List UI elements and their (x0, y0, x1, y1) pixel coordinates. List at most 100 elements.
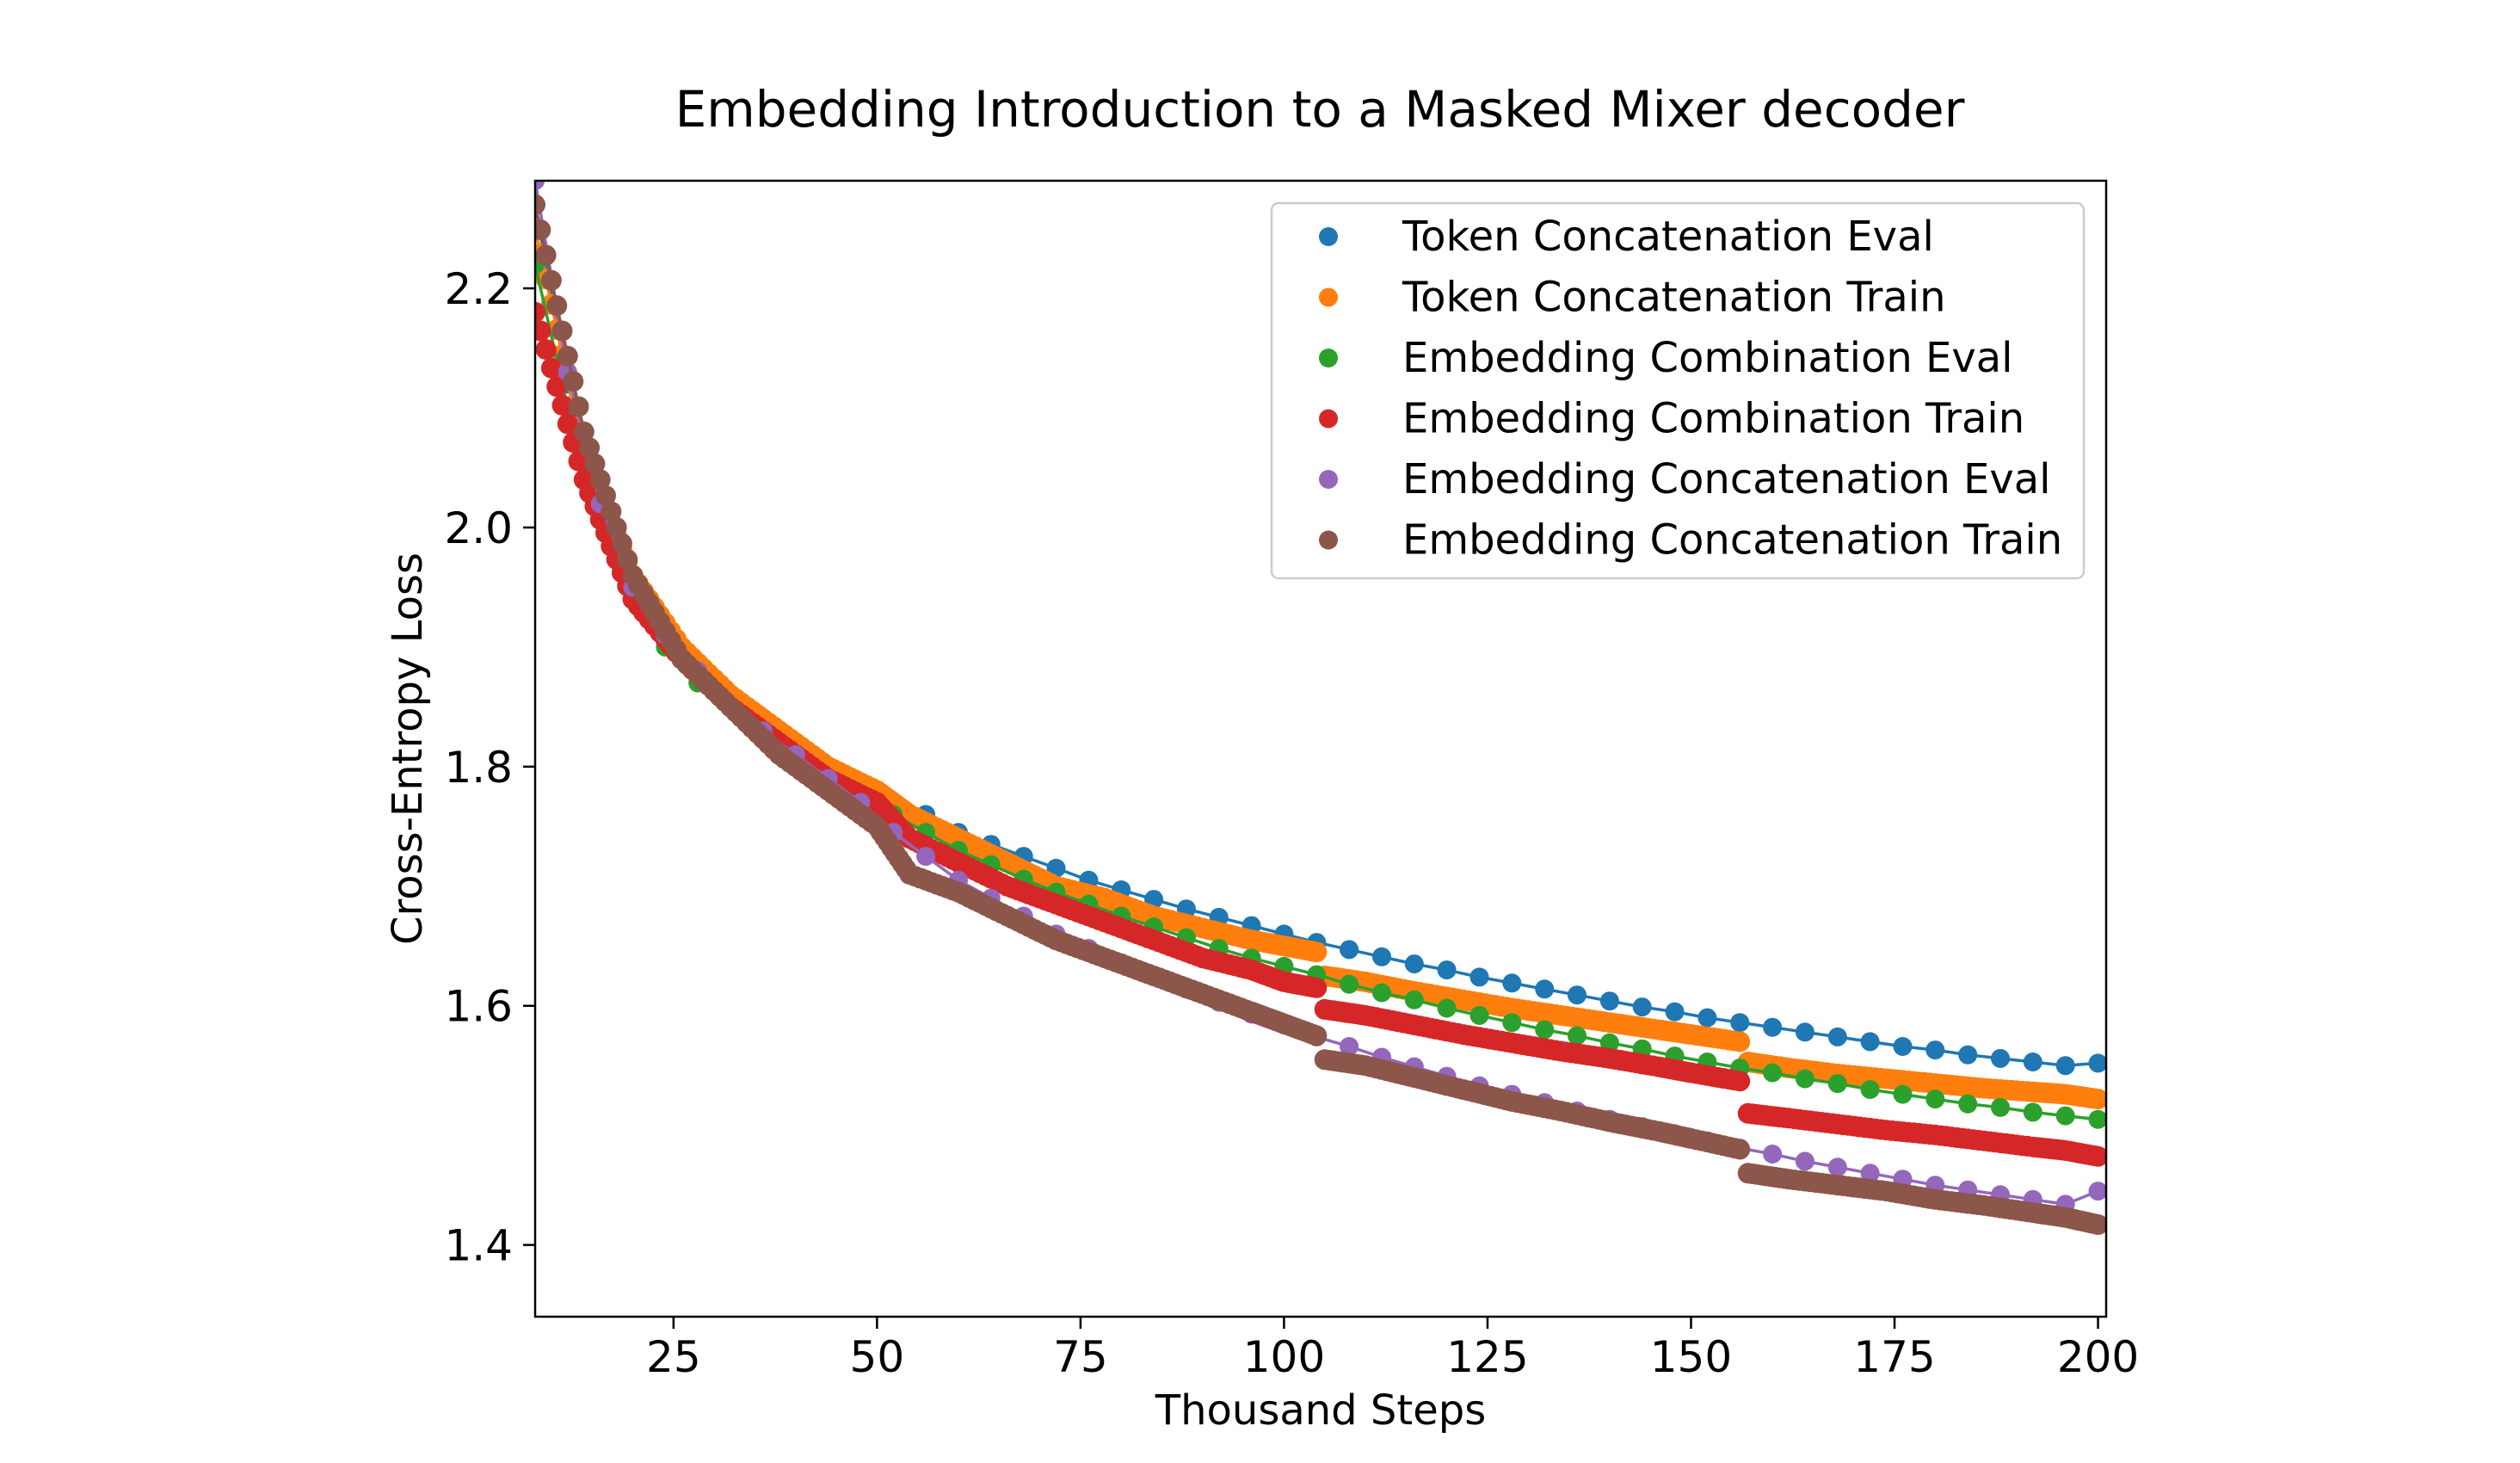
data-point (535, 244, 557, 266)
data-point (595, 485, 616, 506)
data-point (2055, 1056, 2075, 1076)
data-point (1665, 1002, 1685, 1022)
data-point (535, 181, 545, 190)
data-point (2087, 1214, 2106, 1235)
x-tick-label: 50 (850, 1332, 905, 1382)
legend-marker (1319, 470, 1338, 489)
data-point (1827, 1157, 1847, 1177)
data-point (1340, 940, 1359, 960)
data-point (1437, 998, 1457, 1018)
data-point (601, 501, 622, 522)
data-point (2088, 1109, 2106, 1129)
data-point (1568, 985, 1587, 1005)
data-point (568, 396, 589, 417)
data-point (1632, 997, 1652, 1017)
data-point (1991, 1048, 2010, 1068)
legend-item: Embedding Concatenation Train (1319, 516, 2062, 565)
x-tick-label: 75 (1053, 1332, 1108, 1382)
data-point (1535, 1020, 1555, 1040)
data-point (2087, 1145, 2106, 1167)
data-point (551, 394, 573, 416)
y-axis: 1.4 1.6 1.8 2.0 2.2 (444, 264, 535, 1271)
data-point (535, 301, 545, 323)
y-axis-label: Cross-Entropy Loss (384, 552, 432, 945)
y-tick-label: 2.0 (444, 503, 513, 553)
data-point (1372, 947, 1391, 966)
legend-item: Embedding Combination Eval (1319, 334, 2012, 382)
legend-item: Embedding Concatenation Eval (1319, 455, 2051, 503)
data-point (1469, 967, 1489, 987)
data-point (1502, 973, 1522, 993)
data-point (540, 357, 562, 379)
data-point (1729, 1031, 1751, 1052)
x-tick-label: 25 (646, 1332, 701, 1382)
legend-label: Embedding Combination Train (1402, 395, 2024, 443)
legend-label: Embedding Concatenation Eval (1402, 455, 2051, 503)
data-point (1991, 1097, 2010, 1117)
legend-marker (1319, 409, 1338, 429)
data-point (1925, 1040, 1945, 1060)
data-point (1599, 991, 1619, 1011)
data-point (557, 413, 578, 435)
data-point (1729, 1139, 1751, 1160)
data-point (1306, 977, 1328, 998)
data-point (535, 219, 551, 241)
data-point (1958, 1045, 1978, 1065)
data-point (579, 437, 601, 459)
legend-marker (1319, 287, 1338, 307)
data-point (1404, 990, 1424, 1009)
data-point (535, 320, 551, 342)
legend-label: Embedding Concatenation Train (1402, 516, 2062, 565)
data-point (611, 533, 632, 554)
y-tick-label: 2.2 (444, 264, 513, 314)
data-point (2023, 1102, 2042, 1122)
data-point (1306, 941, 1328, 963)
x-tick-label: 150 (1650, 1332, 1732, 1382)
data-point (1893, 1084, 1913, 1104)
legend-marker (1319, 227, 1338, 246)
legend-label: Token Concatenation Train (1402, 274, 1946, 322)
data-point (573, 421, 595, 442)
data-point (2023, 1052, 2042, 1071)
data-point (1958, 1094, 1978, 1114)
data-point (2088, 1182, 2106, 1201)
data-point (606, 516, 627, 538)
data-point (557, 345, 578, 367)
legend-box (1270, 201, 2086, 580)
data-point (1437, 960, 1457, 980)
data-point (1827, 1027, 1847, 1046)
data-point (1697, 1008, 1717, 1028)
legend-label: Token Concatenation Eval (1402, 213, 1934, 261)
data-point (589, 469, 611, 491)
data-point (617, 549, 638, 570)
data-point (540, 269, 562, 291)
legend-label: Embedding Combination Eval (1402, 334, 2012, 382)
data-point (535, 339, 557, 361)
x-axis: 25 50 75 100 125 150 175 200 (646, 1317, 2139, 1382)
legend-item: Embedding Combination Train (1319, 395, 2024, 443)
data-point (1730, 1013, 1750, 1033)
y-tick-label: 1.4 (444, 1221, 513, 1271)
data-point (1502, 1013, 1522, 1033)
x-tick-label: 200 (2057, 1332, 2139, 1382)
x-tick-label: 175 (1853, 1332, 1935, 1382)
data-point (1860, 1080, 1880, 1099)
data-point (2087, 1089, 2106, 1110)
data-point (1340, 1037, 1359, 1056)
data-point (1893, 1037, 1913, 1056)
y-tick-label: 1.6 (444, 982, 513, 1032)
data-point (1763, 1017, 1783, 1037)
chart-title: Embedding Introduction to a Masked Mixer… (675, 80, 1965, 139)
legend-item: Token Concatenation Eval (1319, 213, 1934, 261)
data-point (1827, 1074, 1847, 1094)
data-point (1925, 1090, 1945, 1109)
y-tick-label: 1.8 (444, 743, 513, 793)
series-6 (535, 194, 2106, 1235)
data-point (584, 453, 606, 474)
x-tick-label: 100 (1243, 1332, 1325, 1382)
x-axis-label: Thousand Steps (1155, 1386, 1486, 1435)
data-point (546, 295, 568, 317)
series-layer (535, 181, 2106, 1235)
data-point (1306, 1025, 1328, 1046)
